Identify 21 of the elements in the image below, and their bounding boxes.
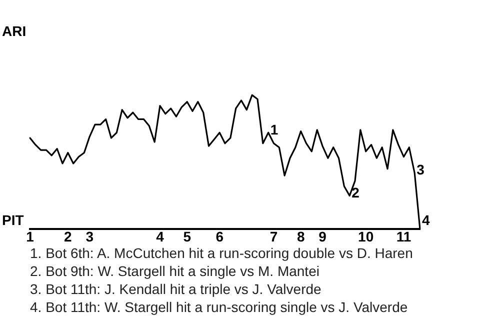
text: 4 [422,212,430,228]
x-tick-label: 8 [296,228,305,244]
annotation: 3 [416,162,425,178]
annotation: 2 [352,184,360,201]
x-tick-label: 5 [183,228,192,244]
x-tick-label: 9 [318,228,327,244]
text: 2. Bot 9th: W. Stargell hit a single vs M. Mantei [30,262,320,280]
x-tick-label: 10 [358,228,374,244]
text: 4. Bot 11th: W. Stargell hit a run-scoring single vs J. Valverde [30,298,409,316]
x-tick-label: 1 [26,228,34,244]
text: 1. Bot 6th: A. McCutchen hit a run-scoring double vs D. Haren [30,244,413,262]
x-tick-label: 2 [64,228,72,244]
text: ARI [2,23,26,39]
annotation: 1 [270,121,278,138]
x-tick-label: 6 [216,228,224,244]
x-tick-label: 11 [396,228,412,244]
x-tick-label: 3 [86,228,94,244]
x-tick-label: 4 [156,228,164,244]
x-tick-label: 7 [270,228,278,244]
text: PIT [2,212,24,228]
text: 3. Bot 11th: J. Kendall hit a triple vs J. Valverde [30,280,322,298]
